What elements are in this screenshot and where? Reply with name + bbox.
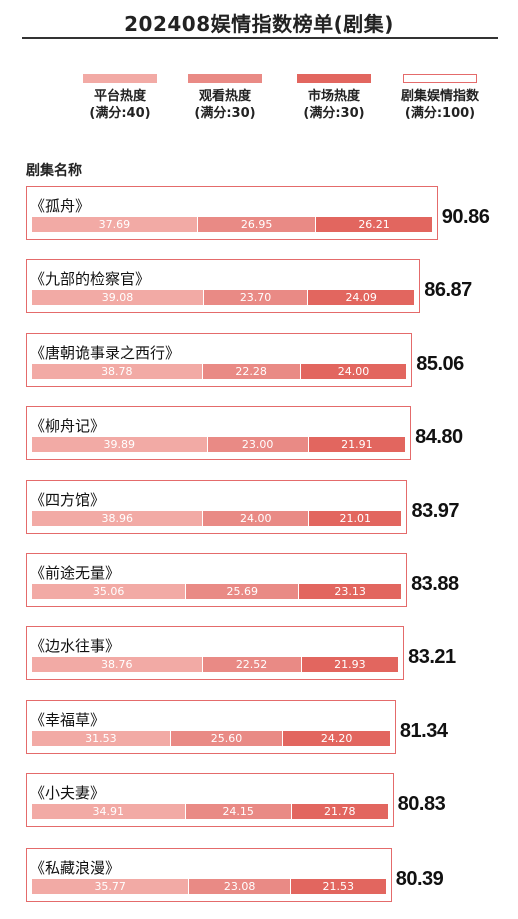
stacked-bar: 38.96 24.00 21.01	[32, 511, 402, 526]
bar-segment-viewing: 23.70	[203, 290, 309, 305]
bar-segment-platform: 34.91	[32, 804, 186, 819]
bar-segment-market: 24.00	[300, 364, 407, 379]
legend-label-market: 市场热度	[307, 89, 360, 104]
total-index-label: 83.21	[408, 646, 456, 668]
stacked-bar: 35.77 23.08 21.53	[32, 879, 386, 894]
total-index-label: 83.88	[411, 573, 459, 595]
legend-max-platform: (满分:40)	[89, 106, 151, 121]
bar-segment-platform: 39.08	[32, 290, 204, 305]
legend-label-platform: 平台热度	[93, 89, 146, 104]
drama-name: 《小夫妻》	[30, 784, 106, 802]
stacked-bar: 38.78 22.28 24.00	[32, 364, 407, 379]
drama-name: 《孤舟》	[30, 197, 91, 215]
legend-swatch-platform	[83, 74, 157, 83]
bar-segment-market: 21.78	[291, 804, 388, 819]
title-divider	[22, 37, 498, 39]
legend-max-viewing: (满分:30)	[194, 106, 256, 121]
legend-item-market: 市场热度 (满分:30)	[279, 74, 389, 122]
legend: 平台热度 (满分:40) 观看热度 (满分:30) 市场热度 (满分:30) 剧…	[0, 74, 518, 134]
drama-row: 《幸福草》 31.53 25.60 24.20 81.34	[26, 700, 448, 754]
bar-segment-market: 21.01	[309, 511, 402, 526]
legend-max-total: (满分:100)	[404, 106, 476, 121]
drama-name: 《私藏浪漫》	[30, 859, 121, 877]
legend-max-market: (满分:30)	[303, 106, 365, 121]
drama-row: 《私藏浪漫》 35.77 23.08 21.53 80.39	[26, 848, 444, 902]
stacked-bar: 37.69 26.95 26.21	[32, 217, 432, 232]
bar-segment-viewing: 22.52	[202, 657, 302, 672]
stacked-bar: 35.06 25.69 23.13	[32, 584, 402, 599]
bar-segment-viewing: 24.15	[185, 804, 292, 819]
drama-name: 《唐朝诡事录之西行》	[30, 344, 181, 362]
bar-segment-viewing: 23.00	[207, 437, 309, 452]
bar-segment-market: 21.53	[290, 879, 386, 894]
bar-segment-viewing: 26.95	[197, 217, 317, 232]
chart-title: 202408娱情指数榜单(剧集)	[124, 12, 394, 36]
drama-name: 《边水往事》	[30, 637, 121, 655]
bar-segment-market: 24.09	[308, 290, 415, 305]
legend-label-total: 剧集娱情指数	[400, 89, 479, 104]
bar-segment-platform: 35.77	[32, 879, 190, 894]
stacked-bar: 34.91 24.15 21.78	[32, 804, 388, 819]
drama-row: 《前途无量》 35.06 25.69 23.13 83.88	[26, 553, 459, 607]
bar-segment-viewing: 23.08	[189, 879, 291, 894]
total-index-label: 83.97	[411, 500, 460, 522]
stacked-bar: 38.76 22.52 21.93	[32, 657, 399, 672]
bar-segment-viewing: 24.00	[203, 511, 310, 526]
total-index-label: 90.86	[441, 206, 490, 228]
total-index-label: 84.80	[415, 426, 463, 448]
legend-label-viewing: 观看热度	[198, 89, 251, 104]
bar-segment-market: 24.20	[283, 731, 390, 746]
total-index-label: 86.87	[424, 279, 472, 301]
legend-swatch-market	[297, 74, 371, 83]
bar-segment-platform: 31.53	[32, 731, 171, 746]
stacked-bar: 39.08 23.70 24.09	[32, 290, 415, 305]
drama-name: 《柳舟记》	[30, 417, 106, 435]
bar-segment-viewing: 25.69	[186, 584, 300, 599]
drama-name: 《四方馆》	[30, 491, 106, 509]
bar-segment-platform: 38.76	[32, 657, 203, 672]
total-index-label: 80.83	[397, 793, 446, 815]
total-index-label: 85.06	[416, 353, 464, 375]
bar-segment-platform: 38.96	[32, 511, 204, 526]
legend-swatch-total	[403, 74, 477, 83]
stacked-bar: 39.89 23.00 21.91	[32, 437, 406, 452]
drama-row: 《柳舟记》 39.89 23.00 21.91 84.80	[26, 406, 463, 460]
drama-row: 《孤舟》 37.69 26.95 26.21 90.86	[26, 186, 490, 240]
bar-segment-market: 26.21	[316, 217, 432, 232]
bar-segment-platform: 39.89	[32, 437, 208, 452]
bar-segment-market: 21.91	[308, 437, 406, 452]
bar-segment-market: 21.93	[301, 657, 399, 672]
bar-segment-platform: 35.06	[32, 584, 187, 599]
drama-row: 《唐朝诡事录之西行》 38.78 22.28 24.00 85.06	[26, 333, 464, 387]
legend-item-total: 剧集娱情指数 (满分:100)	[385, 74, 495, 122]
column-header: 剧集名称	[26, 163, 82, 179]
legend-item-platform: 平台热度 (满分:40)	[65, 74, 175, 122]
drama-name: 《幸福草》	[30, 711, 106, 729]
legend-item-viewing: 观看热度 (满分:30)	[170, 74, 280, 122]
legend-swatch-viewing	[188, 74, 262, 83]
drama-row: 《小夫妻》 34.91 24.15 21.78 80.83	[26, 773, 446, 827]
stacked-bar: 31.53 25.60 24.20	[32, 731, 390, 746]
bar-segment-viewing: 25.60	[170, 731, 284, 746]
bar-segment-platform: 37.69	[32, 217, 198, 232]
drama-row: 《四方馆》 38.96 24.00 21.01 83.97	[26, 480, 460, 534]
bar-segment-viewing: 22.28	[202, 364, 301, 379]
bar-segment-market: 23.13	[299, 584, 402, 599]
drama-name: 《前途无量》	[30, 564, 121, 582]
drama-row: 《九部的检察官》 39.08 23.70 24.09 86.87	[26, 259, 472, 313]
total-index-label: 80.39	[395, 868, 444, 890]
drama-row: 《边水往事》 38.76 22.52 21.93 83.21	[26, 626, 456, 680]
drama-name: 《九部的检察官》	[30, 270, 151, 288]
total-index-label: 81.34	[399, 720, 448, 742]
bar-segment-platform: 38.78	[32, 364, 203, 379]
